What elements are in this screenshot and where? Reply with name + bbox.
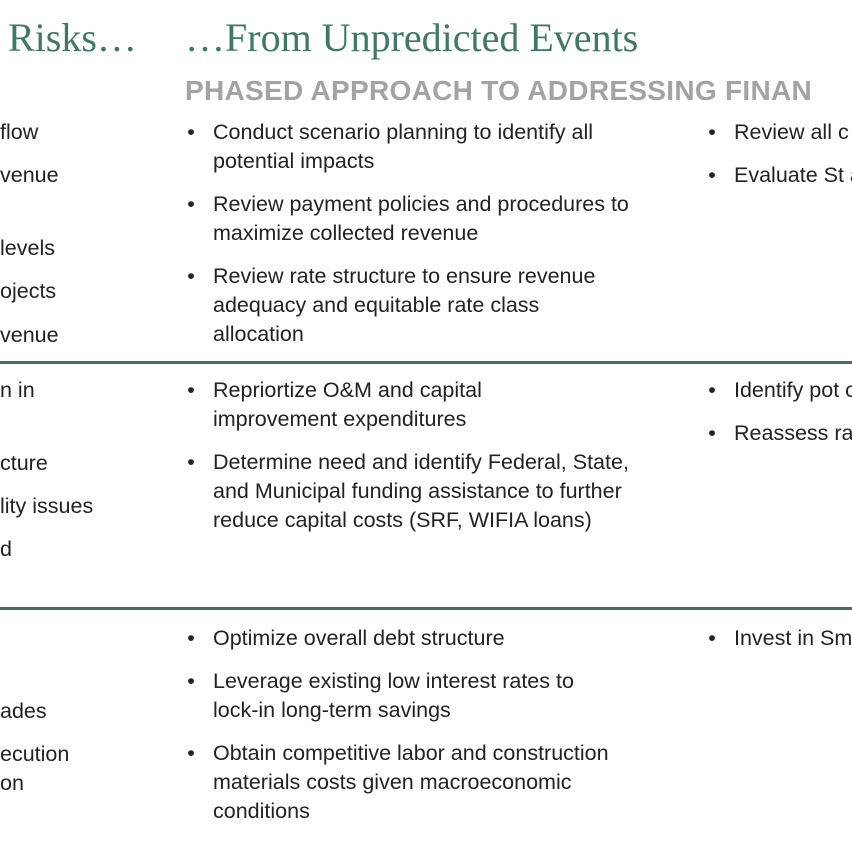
row1-left-text: flow venue levels ojects venue [0, 118, 178, 358]
action-bullet: • Repriortize O&M and capital improvemen… [184, 376, 684, 434]
action-bullet: • Review payment policies and procedures… [184, 190, 684, 248]
next-phase-text: Evaluate St assistance [734, 163, 852, 187]
bullet-marker: • [708, 120, 716, 144]
bullet-marker: • [708, 163, 716, 187]
left-fragment: levels [0, 236, 55, 260]
action-text: Optimize overall debt structure [213, 626, 505, 650]
left-fragment: ojects [0, 279, 57, 303]
left-fragment: ades [0, 699, 47, 723]
bullet-marker: • [187, 669, 195, 693]
left-fragment: venue [0, 323, 59, 347]
action-text: Obtain competitive labor and constructio… [213, 741, 609, 823]
row2-actions: • Repriortize O&M and capital improvemen… [184, 376, 684, 602]
bullet-marker: • [708, 626, 716, 650]
row-divider [0, 361, 852, 364]
action-text: Determine need and identify Federal, Sta… [213, 450, 629, 532]
next-phase-bullet: • Invest in Sm including Ac [705, 624, 852, 653]
action-bullet: • Review rate structure to ensure revenu… [184, 262, 684, 349]
left-fragment: n in [0, 378, 35, 402]
row2-left-text: n in cture lity issues d [0, 376, 178, 602]
next-phase-text: Review all c [734, 120, 849, 144]
bullet-marker: • [708, 378, 716, 402]
heading-risks: Risks… [8, 15, 137, 60]
action-text: Review rate structure to ensure revenue … [213, 264, 596, 346]
row-divider [0, 607, 852, 610]
left-fragment: lity issues [0, 494, 94, 518]
left-fragment: cture [0, 451, 48, 475]
next-phase-bullet: • Evaluate St assistance [705, 161, 852, 190]
next-phase-bullet: • Review all c [705, 118, 852, 147]
action-text: Conduct scenario planning to identify al… [213, 120, 594, 173]
row2-next-phase: • Identify pot cross-traini operations •… [705, 376, 852, 602]
next-phase-bullet: • Identify pot cross-traini operations [705, 376, 852, 405]
bullet-marker: • [187, 120, 195, 144]
row1-next-phase: • Review all c • Evaluate St assistance [705, 118, 852, 358]
next-phase-text: Reassess ra changes in [734, 421, 852, 445]
left-fragment: flow [0, 120, 39, 144]
bullet-marker: • [187, 192, 195, 216]
left-fragment: d [0, 537, 12, 561]
row3-next-phase: • Invest in Sm including Ac [705, 624, 852, 850]
left-fragment: venue [0, 163, 59, 187]
bullet-marker: • [187, 626, 195, 650]
row1-actions: • Conduct scenario planning to identify … [184, 118, 684, 358]
bullet-marker: • [187, 378, 195, 402]
action-text: Review payment policies and procedures t… [213, 192, 629, 245]
left-fragment: ecution [0, 742, 70, 766]
action-bullet: • Obtain competitive labor and construct… [184, 739, 684, 826]
action-bullet: • Leverage existing low interest rates t… [184, 667, 684, 725]
action-text: Leverage existing low interest rates to … [213, 669, 574, 722]
action-text: Repriortize O&M and capital improvement … [213, 378, 482, 431]
next-phase-text: Identify pot cross-traini operations [734, 378, 852, 402]
bullet-marker: • [187, 264, 195, 288]
row3-actions: • Optimize overall debt structure • Leve… [184, 624, 684, 850]
left-fragment: on [0, 771, 24, 795]
row3-left-text: ades ecution on [0, 624, 178, 850]
next-phase-bullet: • Reassess ra changes in [705, 419, 852, 448]
bullet-marker: • [187, 450, 195, 474]
action-bullet: • Optimize overall debt structure [184, 624, 684, 653]
heading-unpredicted-events: …From Unpredicted Events [185, 15, 639, 60]
next-phase-text: Invest in Sm including Ac [734, 626, 852, 650]
bullet-marker: • [187, 741, 195, 765]
subheading-phased-approach: PHASED APPROACH TO ADDRESSING FINAN [185, 75, 813, 106]
bullet-marker: • [708, 421, 716, 445]
action-bullet: • Determine need and identify Federal, S… [184, 448, 684, 535]
action-bullet: • Conduct scenario planning to identify … [184, 118, 684, 176]
